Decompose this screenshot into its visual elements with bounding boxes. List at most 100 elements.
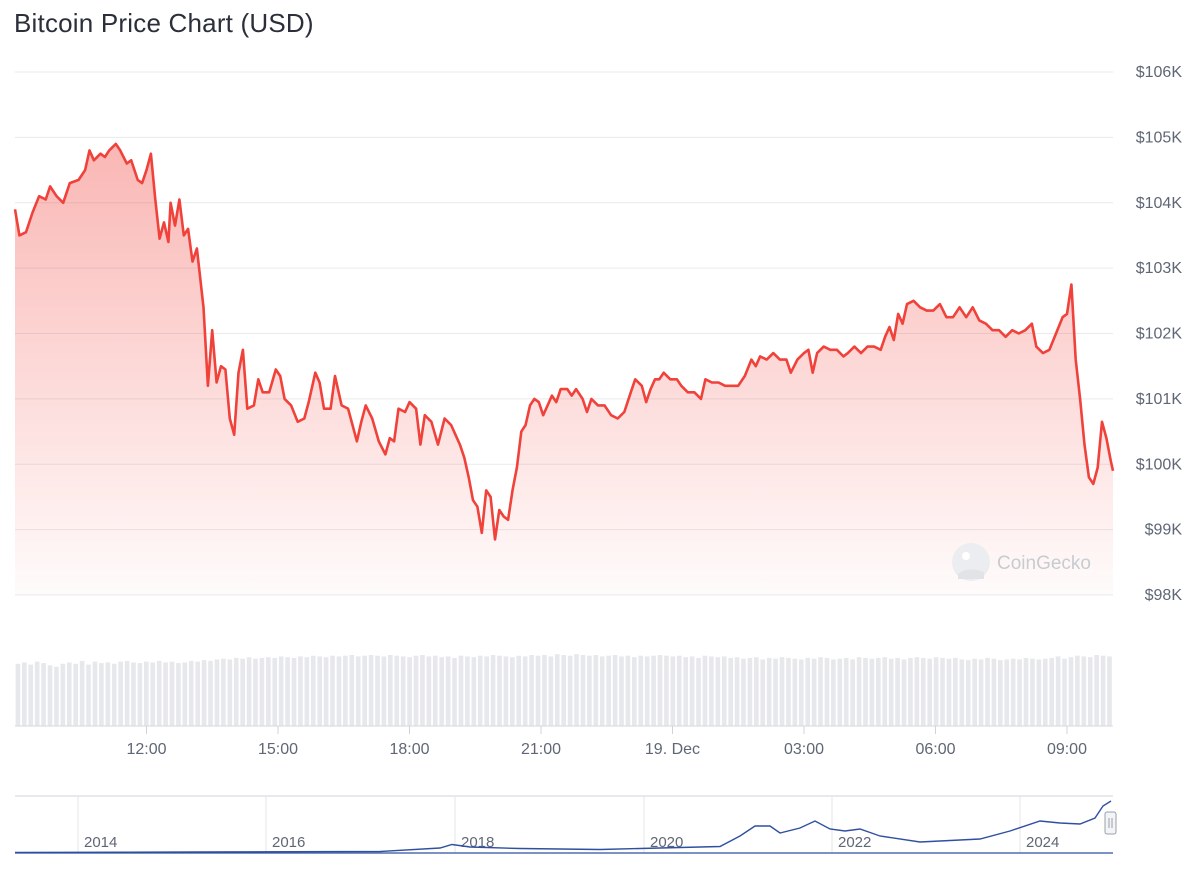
volume-bar — [741, 658, 746, 726]
price-area — [15, 143, 1113, 595]
volume-bar — [1030, 658, 1035, 726]
volume-bar — [542, 655, 547, 726]
navigator-year-label: 2022 — [838, 834, 871, 851]
navigator-year-label: 2020 — [650, 834, 683, 851]
navigator-year-label: 2024 — [1026, 834, 1059, 851]
volume-bar — [169, 661, 175, 726]
volume-bar — [28, 664, 34, 726]
volume-bar — [111, 663, 117, 726]
volume-bar — [728, 657, 733, 726]
volume-bar — [176, 663, 181, 726]
volume-bar — [638, 655, 644, 726]
volume-bar — [432, 655, 438, 726]
volume-bar — [1107, 656, 1112, 726]
volume-bar — [445, 656, 451, 726]
volume-bars — [15, 654, 1112, 726]
volume-bar — [413, 655, 419, 726]
volume-bar — [1094, 655, 1099, 726]
volume-bar — [510, 657, 515, 726]
volume-bar — [824, 657, 830, 726]
navigator-handle[interactable] — [1104, 811, 1117, 835]
volume-bar — [599, 656, 605, 726]
volume-bar — [985, 657, 990, 726]
volume-bar — [554, 654, 560, 726]
volume-bar — [240, 658, 245, 726]
volume-bar — [709, 656, 714, 726]
volume-bar — [792, 658, 798, 726]
volume-bar — [47, 665, 53, 726]
volume-bar — [664, 655, 669, 726]
volume-bar — [304, 657, 310, 726]
volume-bar — [1042, 658, 1048, 726]
volume-bar — [869, 658, 875, 726]
volume-bar — [150, 662, 156, 726]
volume-bar — [144, 661, 149, 726]
volume-bar — [1004, 659, 1010, 726]
volume-bar — [895, 657, 900, 726]
volume-bar — [1017, 659, 1022, 726]
coingecko-watermark: CoinGecko — [952, 543, 1091, 581]
volume-bar — [253, 658, 258, 726]
volume-bar — [317, 656, 323, 726]
volume-bar — [458, 655, 464, 726]
volume-bar — [336, 656, 342, 726]
volume-bar — [798, 659, 804, 726]
chart-title: Bitcoin Price Chart (USD) — [14, 8, 314, 38]
x-tick-label: 19. Dec — [645, 741, 700, 758]
volume-bar — [818, 657, 823, 726]
y-tick-label: $102K — [1136, 326, 1183, 343]
y-tick-label: $99K — [1145, 522, 1183, 539]
volume-bar — [92, 661, 98, 726]
volume-bar — [1010, 658, 1016, 726]
volume-bar — [22, 662, 27, 726]
volume-bar — [497, 655, 502, 726]
volume-bar — [362, 655, 367, 726]
volume-bar — [400, 656, 406, 726]
volume-bar — [477, 655, 483, 726]
volume-bar — [137, 663, 143, 726]
volume-bar — [323, 657, 329, 726]
volume-bar — [182, 662, 188, 726]
navigator[interactable]: 2014 2016 2018 2020 2022 2024 — [14, 795, 1117, 854]
volume-bar — [227, 659, 233, 726]
volume-bar — [214, 659, 220, 726]
volume-bar — [86, 664, 91, 726]
volume-bar — [272, 657, 278, 726]
volume-bar — [1049, 657, 1055, 726]
volume-bar — [1087, 657, 1093, 726]
volume-bar — [163, 662, 168, 726]
volume-bar — [156, 660, 162, 726]
y-tick-label: $106K — [1136, 64, 1183, 81]
volume-bar — [208, 660, 213, 726]
volume-bar — [901, 659, 907, 726]
volume-bar — [766, 657, 772, 726]
volume-bar — [965, 660, 971, 726]
volume-bar — [702, 655, 708, 726]
volume-bar — [670, 656, 676, 726]
x-axis: 12:00 15:00 18:00 21:00 19. Dec 03:00 06:00 09:… — [15, 725, 1113, 758]
volume-bar — [291, 657, 297, 726]
volume-bar — [734, 657, 740, 726]
volume-bar — [991, 658, 997, 726]
volume-bar — [587, 655, 592, 726]
volume-bar — [696, 657, 701, 726]
price-line[interactable] — [13, 142, 1115, 541]
volume-bar — [715, 657, 721, 726]
volume-bar — [632, 657, 637, 726]
volume-bar — [805, 657, 811, 726]
volume-bar — [946, 658, 952, 726]
volume-bar — [41, 663, 46, 726]
volume-bar — [786, 657, 791, 726]
volume-bar — [221, 658, 226, 726]
y-tick-label: $98K — [1145, 587, 1183, 604]
volume-bar — [1036, 659, 1042, 726]
volume-bar — [811, 658, 817, 726]
y-tick-label: $103K — [1136, 260, 1183, 277]
volume-bar — [298, 656, 303, 726]
volume-bar — [131, 662, 136, 726]
volume-bar — [484, 656, 489, 726]
volume-bar — [15, 663, 21, 726]
volume-bar — [933, 657, 939, 726]
volume-bar — [882, 657, 888, 726]
